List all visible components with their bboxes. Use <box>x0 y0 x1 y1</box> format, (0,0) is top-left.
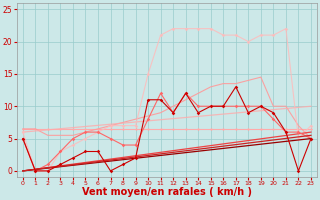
X-axis label: Vent moyen/en rafales ( km/h ): Vent moyen/en rafales ( km/h ) <box>82 187 252 197</box>
